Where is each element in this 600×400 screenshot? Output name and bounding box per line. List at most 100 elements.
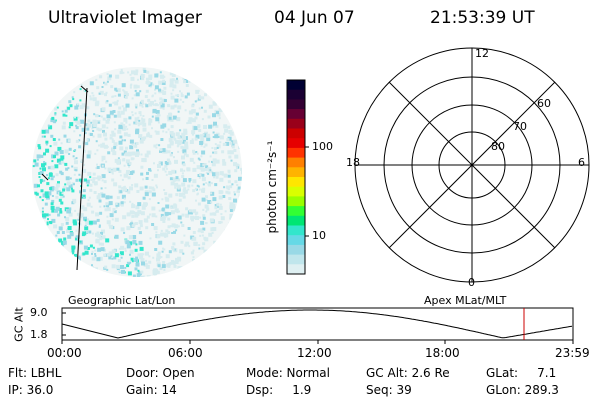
speckle <box>212 197 217 202</box>
speckle <box>69 232 74 237</box>
speckle <box>109 195 113 199</box>
speckle <box>116 115 119 118</box>
speckle <box>162 107 165 110</box>
speckle <box>97 177 101 181</box>
speckle <box>167 231 171 234</box>
speckle <box>125 152 130 157</box>
speckle <box>105 195 110 200</box>
speckle <box>238 194 242 198</box>
speckle <box>64 216 66 219</box>
speckle <box>123 132 128 137</box>
speckle <box>147 131 150 134</box>
speckle <box>179 129 182 132</box>
speckle <box>153 268 158 273</box>
speckle <box>164 196 168 200</box>
speckle <box>201 177 206 182</box>
speckle <box>176 117 179 120</box>
speckle <box>160 90 164 93</box>
speckle <box>114 217 119 222</box>
speckle <box>174 186 177 189</box>
speckle <box>131 111 134 114</box>
speckle <box>221 150 225 154</box>
speckle <box>198 244 201 247</box>
speckle <box>38 176 41 178</box>
speckle <box>167 225 171 229</box>
speckle <box>172 115 177 120</box>
speckle <box>94 249 97 252</box>
speckle <box>134 258 139 262</box>
speckle <box>226 138 230 142</box>
speckle <box>39 178 43 182</box>
speckle <box>48 213 51 216</box>
speckle <box>153 144 157 148</box>
speckle <box>106 268 109 271</box>
speckle <box>111 138 114 141</box>
speckle <box>92 220 97 225</box>
mode-info: Mode: Normal <box>246 366 330 380</box>
speckle <box>44 191 49 196</box>
color-scale-segment <box>287 118 305 129</box>
speckle <box>113 256 117 260</box>
speckle <box>87 171 92 176</box>
speckle <box>104 167 107 170</box>
speckle <box>215 125 218 128</box>
speckle <box>125 103 130 108</box>
colorbar-unit-label: photon cm⁻²s⁻¹ <box>265 140 279 234</box>
speckle <box>207 172 210 175</box>
speckle <box>108 256 112 260</box>
speckle <box>96 166 100 169</box>
speckle <box>224 128 229 133</box>
speckle <box>104 82 108 86</box>
speckle <box>129 86 132 89</box>
color-scale-segment <box>287 196 305 207</box>
speckle <box>91 264 93 267</box>
mlat-label-80: 80 <box>491 140 505 153</box>
speckle <box>197 174 201 177</box>
speckle <box>131 204 136 209</box>
speckle <box>71 96 74 99</box>
speckle <box>95 238 100 243</box>
speckle <box>189 140 194 144</box>
speckle <box>103 180 107 184</box>
speckle <box>205 222 207 225</box>
speckle <box>132 274 136 277</box>
speckle <box>195 199 197 202</box>
speckle <box>62 186 67 191</box>
speckle <box>158 240 163 245</box>
speckle <box>168 193 173 198</box>
speckle <box>134 112 137 115</box>
speckle <box>227 191 231 195</box>
polar-diagonal <box>388 81 556 249</box>
speckle <box>140 172 144 176</box>
speckle <box>211 162 216 167</box>
speckle <box>135 69 139 73</box>
speckle <box>171 132 176 137</box>
speckle <box>185 154 189 158</box>
speckle <box>52 138 56 141</box>
speckle <box>126 261 129 264</box>
speckle <box>215 171 220 176</box>
speckle <box>60 142 63 145</box>
speckle <box>138 240 143 245</box>
speckle <box>188 245 191 248</box>
speckle <box>185 241 190 246</box>
speckle <box>211 147 214 149</box>
speckle <box>201 96 205 100</box>
speckle <box>46 182 50 186</box>
speckle <box>60 160 64 164</box>
speckle <box>121 139 124 142</box>
speckle <box>195 112 199 116</box>
speckle <box>204 143 208 147</box>
speckle <box>160 232 165 237</box>
speckle <box>151 127 153 130</box>
speckle <box>111 257 114 260</box>
color-scale-segment <box>287 206 305 217</box>
speckle <box>118 270 121 273</box>
speckle <box>182 139 186 143</box>
speckle <box>122 158 126 162</box>
speckle <box>56 231 60 234</box>
speckle <box>84 250 89 255</box>
speckle <box>38 146 42 150</box>
speckle <box>112 208 116 211</box>
speckle <box>142 275 146 277</box>
